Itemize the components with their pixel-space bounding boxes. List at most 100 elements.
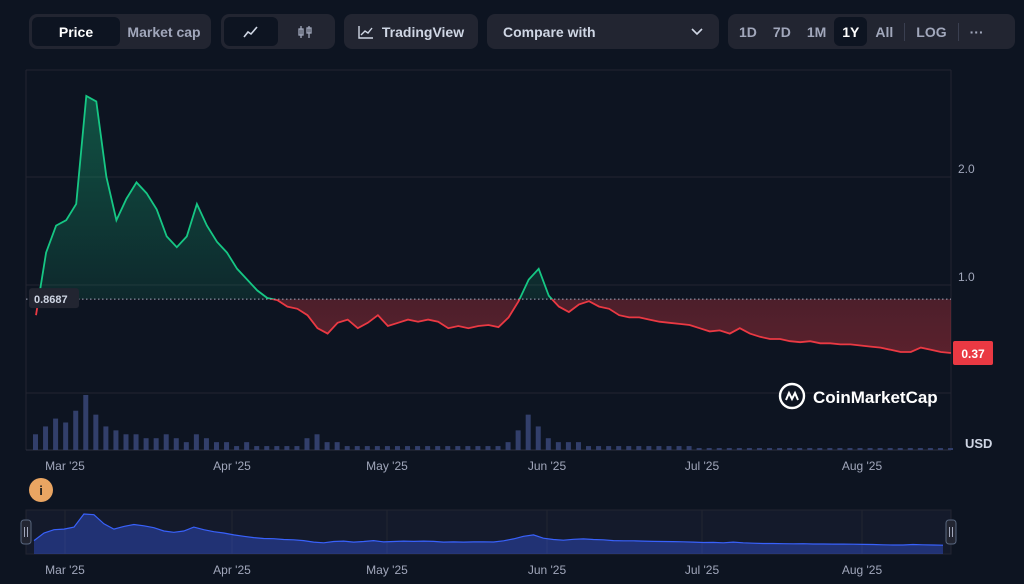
volume-bar <box>475 446 481 450</box>
current-price-box <box>953 341 993 366</box>
volume-bar <box>213 442 219 450</box>
volume-bar <box>405 446 411 450</box>
log-scale-button[interactable]: LOG <box>916 23 947 40</box>
tradingview-button[interactable]: TradingView <box>344 14 478 49</box>
series-line-up <box>37 94 554 300</box>
x-tick-label: Aug '25 <box>842 459 883 473</box>
range-7d[interactable]: 7D <box>772 23 791 40</box>
chevron-down-icon <box>691 27 703 35</box>
volume-bar <box>314 434 320 450</box>
volume-bar <box>224 442 230 450</box>
volume-bar <box>455 446 461 450</box>
volume-bar <box>596 446 602 450</box>
volume-bar <box>616 446 622 450</box>
x-tick-label: Mar '25 <box>45 459 85 473</box>
info-icon[interactable]: i <box>29 478 53 502</box>
volume-bar <box>686 446 692 450</box>
line-chart-button[interactable] <box>224 17 278 46</box>
volume-bar <box>43 426 49 450</box>
price-line <box>26 94 952 354</box>
volume-bars <box>33 395 953 450</box>
y-tick-label: 2.0 <box>958 162 975 176</box>
reference-label: 0.8687 <box>34 294 68 306</box>
volume-bar <box>847 448 853 450</box>
range-1m[interactable]: 1M <box>806 23 827 40</box>
navigator-handle-right[interactable] <box>945 519 957 545</box>
range-all[interactable]: All <box>875 23 894 40</box>
volume-bar <box>937 448 943 450</box>
line-chart-icon <box>243 25 258 37</box>
price-marketcap-toggle: Price Market cap <box>29 14 211 49</box>
volume-bar <box>113 430 119 450</box>
volume-bar <box>284 446 290 450</box>
compare-label: Compare with <box>503 23 596 40</box>
navigator-x-tick-label: Aug '25 <box>842 563 883 577</box>
volume-bar <box>53 418 59 450</box>
volume-bar <box>425 446 431 450</box>
volume-bar <box>203 438 209 450</box>
volume-bar <box>354 446 360 450</box>
current-price-label: 0.37 <box>961 347 985 361</box>
volume-bar <box>646 446 652 450</box>
volume-bar <box>173 438 179 450</box>
range-navigator[interactable]: Mar '25 Apr '25 May '25 Jun '25 Jul '25 Aug '… <box>20 509 957 577</box>
volume-bar <box>767 448 773 450</box>
volume-bar <box>746 448 752 450</box>
volume-bar <box>374 446 380 450</box>
volume-bar <box>304 438 310 450</box>
tradingview-label: TradingView <box>381 23 465 40</box>
volume-bar <box>887 448 893 450</box>
volume-bar <box>565 442 571 450</box>
volume-bar <box>777 448 783 450</box>
more-options-button[interactable]: ··· <box>969 23 984 40</box>
compare-dropdown[interactable]: Compare with <box>487 14 719 49</box>
volume-bar <box>344 446 350 450</box>
price-area <box>36 96 951 353</box>
volume-bar <box>183 442 189 450</box>
volume-bar <box>586 446 592 450</box>
reference-label-box <box>29 288 79 309</box>
volume-bar <box>153 438 159 450</box>
volume-bar <box>294 446 300 450</box>
volume-bar <box>334 442 340 450</box>
volume-bar <box>505 442 511 450</box>
market-cap-tab[interactable]: Market cap <box>127 23 201 40</box>
navigator-x-tick-label: Jun '25 <box>528 563 567 577</box>
price-tab[interactable]: Price <box>32 17 120 46</box>
volume-bar <box>726 448 732 450</box>
volume-bar <box>525 414 531 450</box>
range-1y[interactable]: 1Y <box>834 17 868 46</box>
volume-bar <box>696 448 702 450</box>
volume-bar <box>234 446 240 450</box>
volume-bar <box>827 448 833 450</box>
volume-bar <box>364 446 370 450</box>
volume-bar <box>716 448 722 450</box>
volume-bar <box>264 446 270 450</box>
volume-bar <box>927 448 933 450</box>
navigator-line <box>33 513 944 546</box>
chart-type-toggle <box>221 14 335 49</box>
candlestick-chart-button[interactable] <box>278 17 332 46</box>
volume-bar <box>736 448 742 450</box>
volume-bar <box>907 448 913 450</box>
volume-bar <box>143 438 149 450</box>
coinmarketcap-watermark: CoinMarketCap <box>778 382 938 410</box>
range-1d[interactable]: 1D <box>739 23 757 40</box>
navigator-x-tick-label: May '25 <box>366 563 408 577</box>
volume-bar <box>656 446 662 450</box>
candlestick-icon <box>298 25 312 38</box>
volume-bar <box>817 448 823 450</box>
volume-bar <box>666 446 672 450</box>
navigator-x-tick-label: Apr '25 <box>213 563 251 577</box>
volume-bar <box>948 448 953 450</box>
volume-bar <box>636 446 642 450</box>
volume-bar <box>103 426 109 450</box>
volume-bar <box>435 446 441 450</box>
volume-bar <box>706 448 712 450</box>
navigator-handle-left[interactable] <box>20 519 32 545</box>
volume-bar <box>254 446 260 450</box>
volume-bar <box>33 434 38 450</box>
volume-bar <box>163 434 169 450</box>
currency-label: USD <box>965 436 992 451</box>
